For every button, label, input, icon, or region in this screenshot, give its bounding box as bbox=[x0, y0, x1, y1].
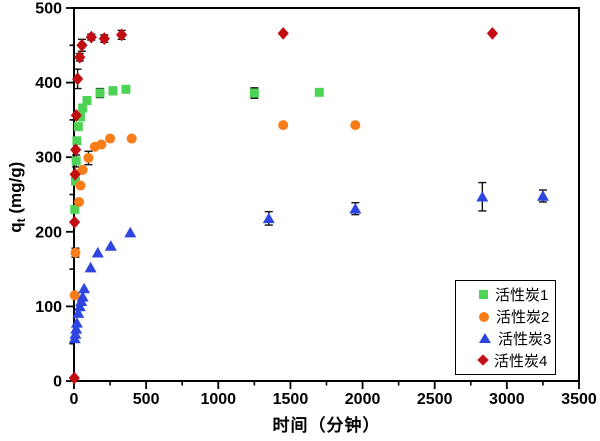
legend-item-series-4: 活性炭4 bbox=[456, 350, 555, 371]
y-axis-title-units: (mg/g) bbox=[5, 161, 25, 219]
data-point-marker bbox=[126, 133, 137, 144]
data-point-marker bbox=[314, 87, 324, 97]
diamond-marker-icon bbox=[477, 354, 489, 366]
data-point-marker bbox=[76, 38, 88, 52]
data-point-marker bbox=[70, 317, 83, 328]
y-axis-title-base: q bbox=[5, 222, 25, 233]
circle-marker-icon bbox=[479, 311, 489, 322]
x-tick-label: 1500 bbox=[273, 391, 309, 408]
x-tick-label: 3500 bbox=[561, 391, 597, 408]
data-point-marker bbox=[70, 247, 81, 258]
data-point-marker bbox=[116, 28, 128, 42]
data-point-marker bbox=[75, 180, 86, 191]
data-point-marker bbox=[76, 290, 89, 302]
data-point-marker bbox=[70, 176, 80, 186]
legend-label: 活性炭2 bbox=[496, 309, 550, 327]
x-tick-label: 2000 bbox=[345, 391, 381, 408]
data-point-marker bbox=[104, 240, 117, 251]
x-tick-label: 3000 bbox=[489, 391, 525, 408]
x-tick-label: 2500 bbox=[417, 391, 453, 408]
data-point-marker bbox=[91, 246, 104, 258]
x-tick-label: 1000 bbox=[200, 391, 236, 408]
data-point-marker bbox=[74, 50, 86, 64]
data-point-marker bbox=[69, 290, 80, 301]
x-axis-title: 时间（分钟） bbox=[272, 416, 381, 435]
y-axis-title: qt (mg/g) bbox=[6, 117, 28, 277]
data-point-marker bbox=[536, 190, 549, 201]
data-point-marker bbox=[70, 322, 83, 334]
data-point-marker bbox=[70, 143, 82, 157]
data-point-marker bbox=[82, 96, 92, 106]
data-point-marker bbox=[78, 282, 91, 294]
legend-label: 活性炭3 bbox=[498, 330, 552, 348]
triangle-marker-icon bbox=[479, 333, 491, 344]
y-tick-label: 0 bbox=[53, 374, 62, 391]
data-point-marker bbox=[84, 261, 97, 273]
data-point-marker bbox=[124, 226, 137, 238]
x-tick-label: 500 bbox=[133, 391, 160, 408]
legend-item-series-3: 活性炭3 bbox=[456, 328, 555, 349]
data-point-marker bbox=[350, 120, 361, 131]
square-marker-icon bbox=[479, 290, 488, 300]
data-point-marker bbox=[68, 215, 81, 229]
data-point-marker bbox=[85, 30, 97, 44]
data-point-marker bbox=[98, 32, 110, 45]
data-point-marker bbox=[73, 122, 83, 132]
data-point-marker bbox=[68, 371, 80, 385]
data-point-marker bbox=[77, 164, 88, 175]
data-point-marker bbox=[96, 139, 107, 150]
data-point-marker bbox=[69, 167, 81, 181]
data-point-marker bbox=[476, 190, 489, 202]
data-point-marker bbox=[121, 84, 131, 94]
legend-label: 活性炭4 bbox=[494, 352, 548, 370]
data-point-marker bbox=[262, 212, 275, 224]
legend-label: 活性炭1 bbox=[495, 287, 549, 305]
data-point-marker bbox=[70, 109, 82, 122]
legend: 活性炭1 活性炭2 活性炭3 活性炭4 bbox=[455, 280, 556, 375]
y-axis-title-subscript: t bbox=[14, 218, 29, 223]
y-tick-label: 100 bbox=[35, 299, 62, 316]
data-point-marker bbox=[78, 103, 88, 113]
data-point-marker bbox=[249, 88, 259, 98]
data-point-marker bbox=[349, 202, 362, 214]
y-tick-label: 500 bbox=[35, 1, 62, 18]
data-point-marker bbox=[72, 136, 82, 146]
data-point-marker bbox=[105, 133, 116, 144]
data-point-marker bbox=[72, 72, 84, 86]
data-point-marker bbox=[277, 26, 289, 40]
data-point-marker bbox=[108, 86, 118, 96]
data-point-marker bbox=[72, 307, 85, 318]
y-tick-label: 400 bbox=[35, 75, 62, 92]
x-tick-label: 0 bbox=[70, 391, 79, 408]
y-tick-label: 300 bbox=[35, 150, 62, 167]
legend-item-series-1: 活性炭1 bbox=[456, 284, 555, 305]
y-tick-label: 200 bbox=[35, 224, 62, 241]
data-point-marker bbox=[95, 88, 105, 98]
data-point-marker bbox=[71, 156, 81, 166]
data-point-marker bbox=[70, 204, 80, 214]
data-point-marker bbox=[486, 26, 499, 40]
data-point-marker bbox=[278, 120, 289, 131]
data-point-marker bbox=[74, 196, 85, 207]
data-point-marker bbox=[83, 152, 94, 163]
legend-item-series-2: 活性炭2 bbox=[456, 306, 555, 327]
